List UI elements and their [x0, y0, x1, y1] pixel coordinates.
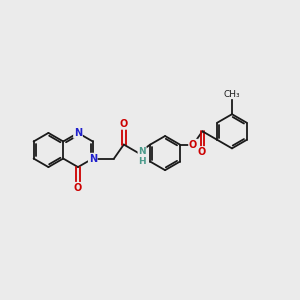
Text: O: O — [74, 183, 82, 193]
Text: O: O — [189, 140, 197, 149]
Text: CH₃: CH₃ — [224, 90, 240, 99]
Text: O: O — [120, 119, 128, 129]
Text: N: N — [89, 154, 97, 164]
Text: N: N — [74, 128, 82, 138]
Text: N
H: N H — [138, 147, 146, 166]
Text: O: O — [198, 147, 206, 157]
